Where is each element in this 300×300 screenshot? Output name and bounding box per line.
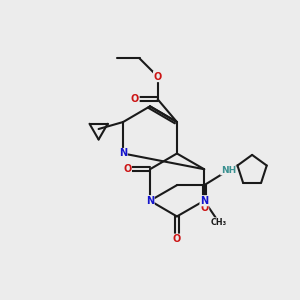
Text: CH₃: CH₃: [211, 218, 227, 227]
Text: O: O: [173, 234, 181, 244]
Text: N: N: [119, 148, 127, 158]
Text: N: N: [200, 196, 208, 206]
Text: O: O: [200, 203, 209, 213]
Text: NH: NH: [221, 166, 236, 175]
Text: O: O: [131, 94, 139, 104]
Text: O: O: [154, 72, 162, 82]
Text: N: N: [146, 196, 154, 206]
Text: O: O: [123, 164, 131, 174]
